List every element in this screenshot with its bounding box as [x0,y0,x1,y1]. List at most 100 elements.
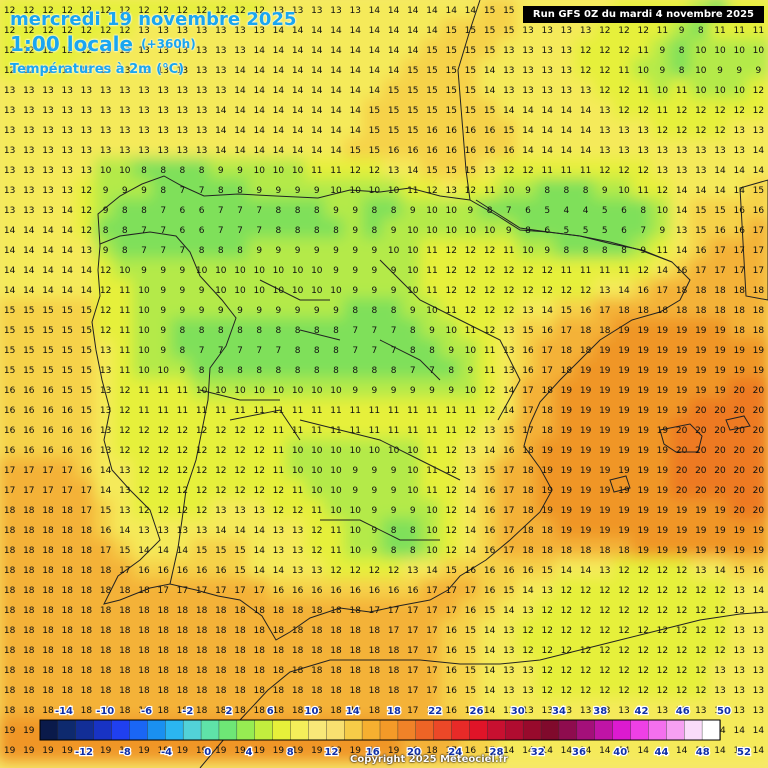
field-cell [535,618,559,642]
field-cell [113,338,137,362]
temperature-value: 14 [4,286,16,296]
temperature-value: 9 [717,66,723,76]
field-cell [190,338,214,362]
field-cell [478,18,502,42]
field-cell [516,58,540,82]
temperature-value: 15 [445,106,456,116]
temperature-value: 12 [445,506,456,516]
temperature-value: 10 [349,526,361,536]
temperature-value: 17 [753,266,764,276]
legend-swatch [165,719,184,741]
field-cell [151,338,175,362]
temperature-value: 15 [100,506,111,516]
temperature-value: 14 [42,266,54,276]
temperature-value: 17 [369,606,380,616]
temperature-value: 20 [733,466,745,476]
temperature-value: 10 [407,466,419,476]
field-cell [247,738,271,762]
field-cell [113,738,137,762]
legend-color-bar [39,719,721,741]
field-cell [0,538,22,562]
temperature-value: 11 [119,306,130,316]
temperature-value: 8 [583,186,589,196]
temperature-value: 11 [445,426,456,436]
field-cell [362,58,386,82]
field-cell [266,98,290,122]
temperature-value: 18 [4,506,16,516]
temperature-value: 13 [503,66,514,76]
temperature-value: 9 [333,206,339,216]
temperature-value: 9 [160,286,166,296]
temperature-value: 9 [660,226,666,236]
field-cell [497,598,521,622]
temperature-value: 19 [714,546,726,556]
temperature-value: 14 [369,66,381,76]
field-cell [535,278,559,302]
field-cell [574,598,598,622]
field-cell [382,158,406,182]
legend-label: -14 [55,706,73,717]
field-cell [247,498,271,522]
temperature-value: 8 [372,226,378,236]
field-cell [324,238,348,262]
legend-top-labels: -14 -10 -6 -2 2 6 10 14 18 22 26 30 34 38 42 46 50 [54,705,733,719]
temperature-value: 13 [676,166,687,176]
temperature-value: 18 [100,706,112,716]
temperature-value: 16 [522,366,534,376]
temperature-value: 18 [253,626,265,636]
temperature-value: 13 [599,566,610,576]
field-cell [305,438,329,462]
temperature-value: 13 [138,86,149,96]
temperature-value: 15 [23,306,34,316]
temperature-value: 11 [426,406,437,416]
temperature-value: 19 [561,506,573,516]
legend-label: 40 [613,747,627,758]
temperature-value: 10 [138,326,150,336]
field-cell [574,518,598,542]
field-cell [746,298,768,322]
temperature-value: 10 [349,506,361,516]
temperature-value: 17 [465,586,476,596]
temperature-value: 19 [330,746,342,756]
temperature-value: 16 [753,566,765,576]
field-cell [170,638,194,662]
field-cell [612,418,636,442]
temperature-value: 14 [484,646,496,656]
temperature-value: 18 [388,666,400,676]
field-cell [228,78,252,102]
temperature-value: 16 [484,586,496,596]
temperature-value: 8 [333,366,339,376]
field-cell [209,578,233,602]
field-cell [554,238,578,262]
field-cell [74,378,98,402]
field-cell [516,38,540,62]
temperature-value: 12 [561,686,572,696]
temperature-value: 12 [465,266,476,276]
temperature-value: 14 [292,66,304,76]
field-cell [574,398,598,422]
temperature-value: 12 [81,206,92,216]
field-cell [497,98,521,122]
field-cell [17,578,41,602]
temperature-value: 18 [311,626,323,636]
field-cell [113,318,137,342]
temperature-value: 12 [580,686,591,696]
field-cell [554,338,578,362]
field-cell [631,218,655,242]
temperature-value: 8 [180,166,186,176]
field-cell [382,318,406,342]
temperature-value: 14 [561,146,573,156]
temperature-value: 13 [676,226,687,236]
field-cell [17,358,41,382]
field-cell [0,738,22,762]
field-cell [0,38,22,62]
temperature-value: 13 [157,526,168,536]
field-cell [190,678,214,702]
temperature-value: 13 [503,366,514,376]
field-cell [535,598,559,622]
field-cell [382,678,406,702]
field-cell [209,518,233,542]
field-cell [708,238,732,262]
temperature-value: 10 [273,266,285,276]
field-cell [247,678,271,702]
